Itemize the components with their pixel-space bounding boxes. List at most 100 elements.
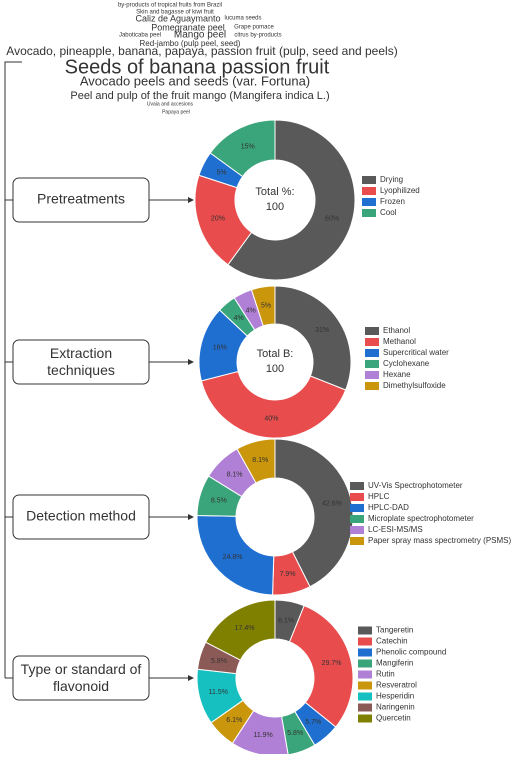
donut-slice — [200, 370, 347, 439]
slice-label: 42.6% — [322, 500, 342, 507]
donut-slice — [236, 438, 276, 484]
slice-label: 11.9% — [253, 732, 272, 739]
donut-slice — [288, 605, 354, 728]
donut-slice — [274, 438, 354, 588]
legend-swatch — [365, 338, 379, 346]
word: lucuma seeds — [224, 16, 261, 22]
slice-label: 6.1% — [226, 717, 242, 724]
slice-label: 16% — [213, 345, 227, 352]
stage-label: Detection method — [26, 508, 136, 524]
word: Mango peel — [174, 30, 226, 41]
slice-label: 7.9% — [280, 571, 296, 578]
slice-label: 5.8% — [287, 730, 303, 737]
slice-label: 4% — [234, 315, 244, 322]
legend-swatch — [365, 327, 379, 335]
center-value: 100 — [266, 363, 284, 375]
legend-swatch — [358, 637, 372, 646]
legend-label: Microplate spectrophotometer — [368, 514, 474, 523]
legend-swatch — [362, 198, 376, 206]
donut-slice — [205, 599, 276, 661]
donut-slice — [196, 515, 275, 596]
slice-label: 29.7% — [322, 660, 342, 667]
legend-label: HPLC-DAD — [368, 503, 409, 512]
word: Papaya peel — [162, 109, 190, 115]
legend-label: Supercritical water — [383, 348, 449, 357]
legend-label: Methanol — [383, 337, 416, 346]
donut-slice — [250, 285, 276, 327]
slice-label: 24.8% — [223, 554, 243, 561]
legend-label: Lyophilized — [380, 186, 420, 195]
legend-swatch — [358, 703, 372, 712]
word: Peel and pulp of the fruit mango (Mangif… — [70, 90, 329, 102]
slice-label: 5.8% — [211, 658, 227, 665]
slice-label: 8.5% — [211, 497, 227, 504]
donut-slice — [209, 119, 276, 178]
center-label: Total %: — [255, 186, 294, 198]
slice-label: 5% — [261, 303, 271, 310]
legend-swatch — [350, 537, 364, 545]
legend-label: Cyclohexane — [383, 359, 430, 368]
legend-label: Rutin — [376, 670, 395, 679]
legend-label: Mangiferin — [376, 659, 413, 668]
slice-label: 60% — [325, 215, 339, 222]
slice-label: 6.1% — [278, 617, 294, 624]
word: Grape pomace — [234, 25, 274, 31]
legend-swatch — [358, 714, 372, 723]
legend-swatch — [350, 482, 364, 490]
legend-swatch — [350, 515, 364, 523]
legend-swatch — [365, 382, 379, 390]
word: Seeds of banana passion fruit — [65, 56, 330, 78]
word: Red-jambo (pulp peel, seed) — [140, 39, 241, 48]
word: by-products of tropical fruits from Braz… — [118, 3, 222, 9]
stage-label-line: Type or standard of — [21, 661, 142, 677]
slice-label: 17.4% — [235, 625, 255, 632]
legend-swatch — [362, 187, 376, 195]
legend-swatch — [358, 670, 372, 679]
legend-label: Ethanol — [383, 326, 410, 335]
word: Jaboticaba peel — [119, 33, 161, 39]
bracket — [4, 61, 22, 678]
donut-slice — [274, 285, 352, 391]
stage-label: Extraction techniques — [47, 345, 115, 378]
legend-swatch — [365, 360, 379, 368]
legend-swatch — [358, 648, 372, 657]
legend-swatch — [358, 659, 372, 668]
stage-label: Pretreatments — [37, 191, 125, 207]
legend-label: LC-ESI-MS/MS — [368, 525, 423, 534]
legend-swatch — [362, 209, 376, 217]
legend-label: Hexane — [383, 370, 411, 379]
legend-swatch — [362, 176, 376, 184]
word: Skin and bagasse of kiwi fruit — [136, 10, 214, 16]
word: Avocado peels and seeds (var. Fortuna) — [80, 73, 310, 88]
legend-swatch — [358, 681, 372, 690]
legend-label: Resveratrol — [376, 681, 417, 690]
legend-swatch — [350, 493, 364, 501]
stage-label-line: flavonoid — [53, 678, 109, 694]
legend-swatch — [358, 692, 372, 701]
slice-label: 15% — [241, 143, 255, 150]
legend-label: Catechin — [376, 637, 408, 646]
legend-swatch — [365, 349, 379, 357]
word: Caliz de Aguaymanto — [135, 13, 220, 23]
legend-label: Paper spray mass spectrometry (PSMS) — [368, 536, 511, 545]
slice-label: 8.1% — [252, 457, 268, 464]
center-label: Total B: — [257, 348, 294, 360]
legend-label: HPLC — [368, 492, 390, 501]
stage-label: Type or standard of flavonoid — [21, 661, 142, 694]
legend-label: Cool — [380, 208, 397, 217]
slice-label: 4% — [246, 307, 256, 314]
legend-label: Frozen — [380, 197, 405, 206]
slice-label: 11.5% — [209, 689, 228, 696]
donut-slice — [227, 119, 356, 281]
legend-swatch — [365, 371, 379, 379]
stage-label-line: Extraction — [50, 345, 112, 361]
slice-label: 8.1% — [227, 472, 243, 479]
legend-label: UV-Vis Spectrophotometer — [368, 481, 463, 490]
slice-label: 31% — [315, 327, 329, 334]
slice-label: 40% — [264, 416, 278, 423]
word: citrus by-products — [234, 33, 281, 39]
word: Uvaia and accesions — [147, 101, 194, 107]
legend-label: Naringenin — [376, 703, 415, 712]
legend-swatch — [350, 526, 364, 534]
